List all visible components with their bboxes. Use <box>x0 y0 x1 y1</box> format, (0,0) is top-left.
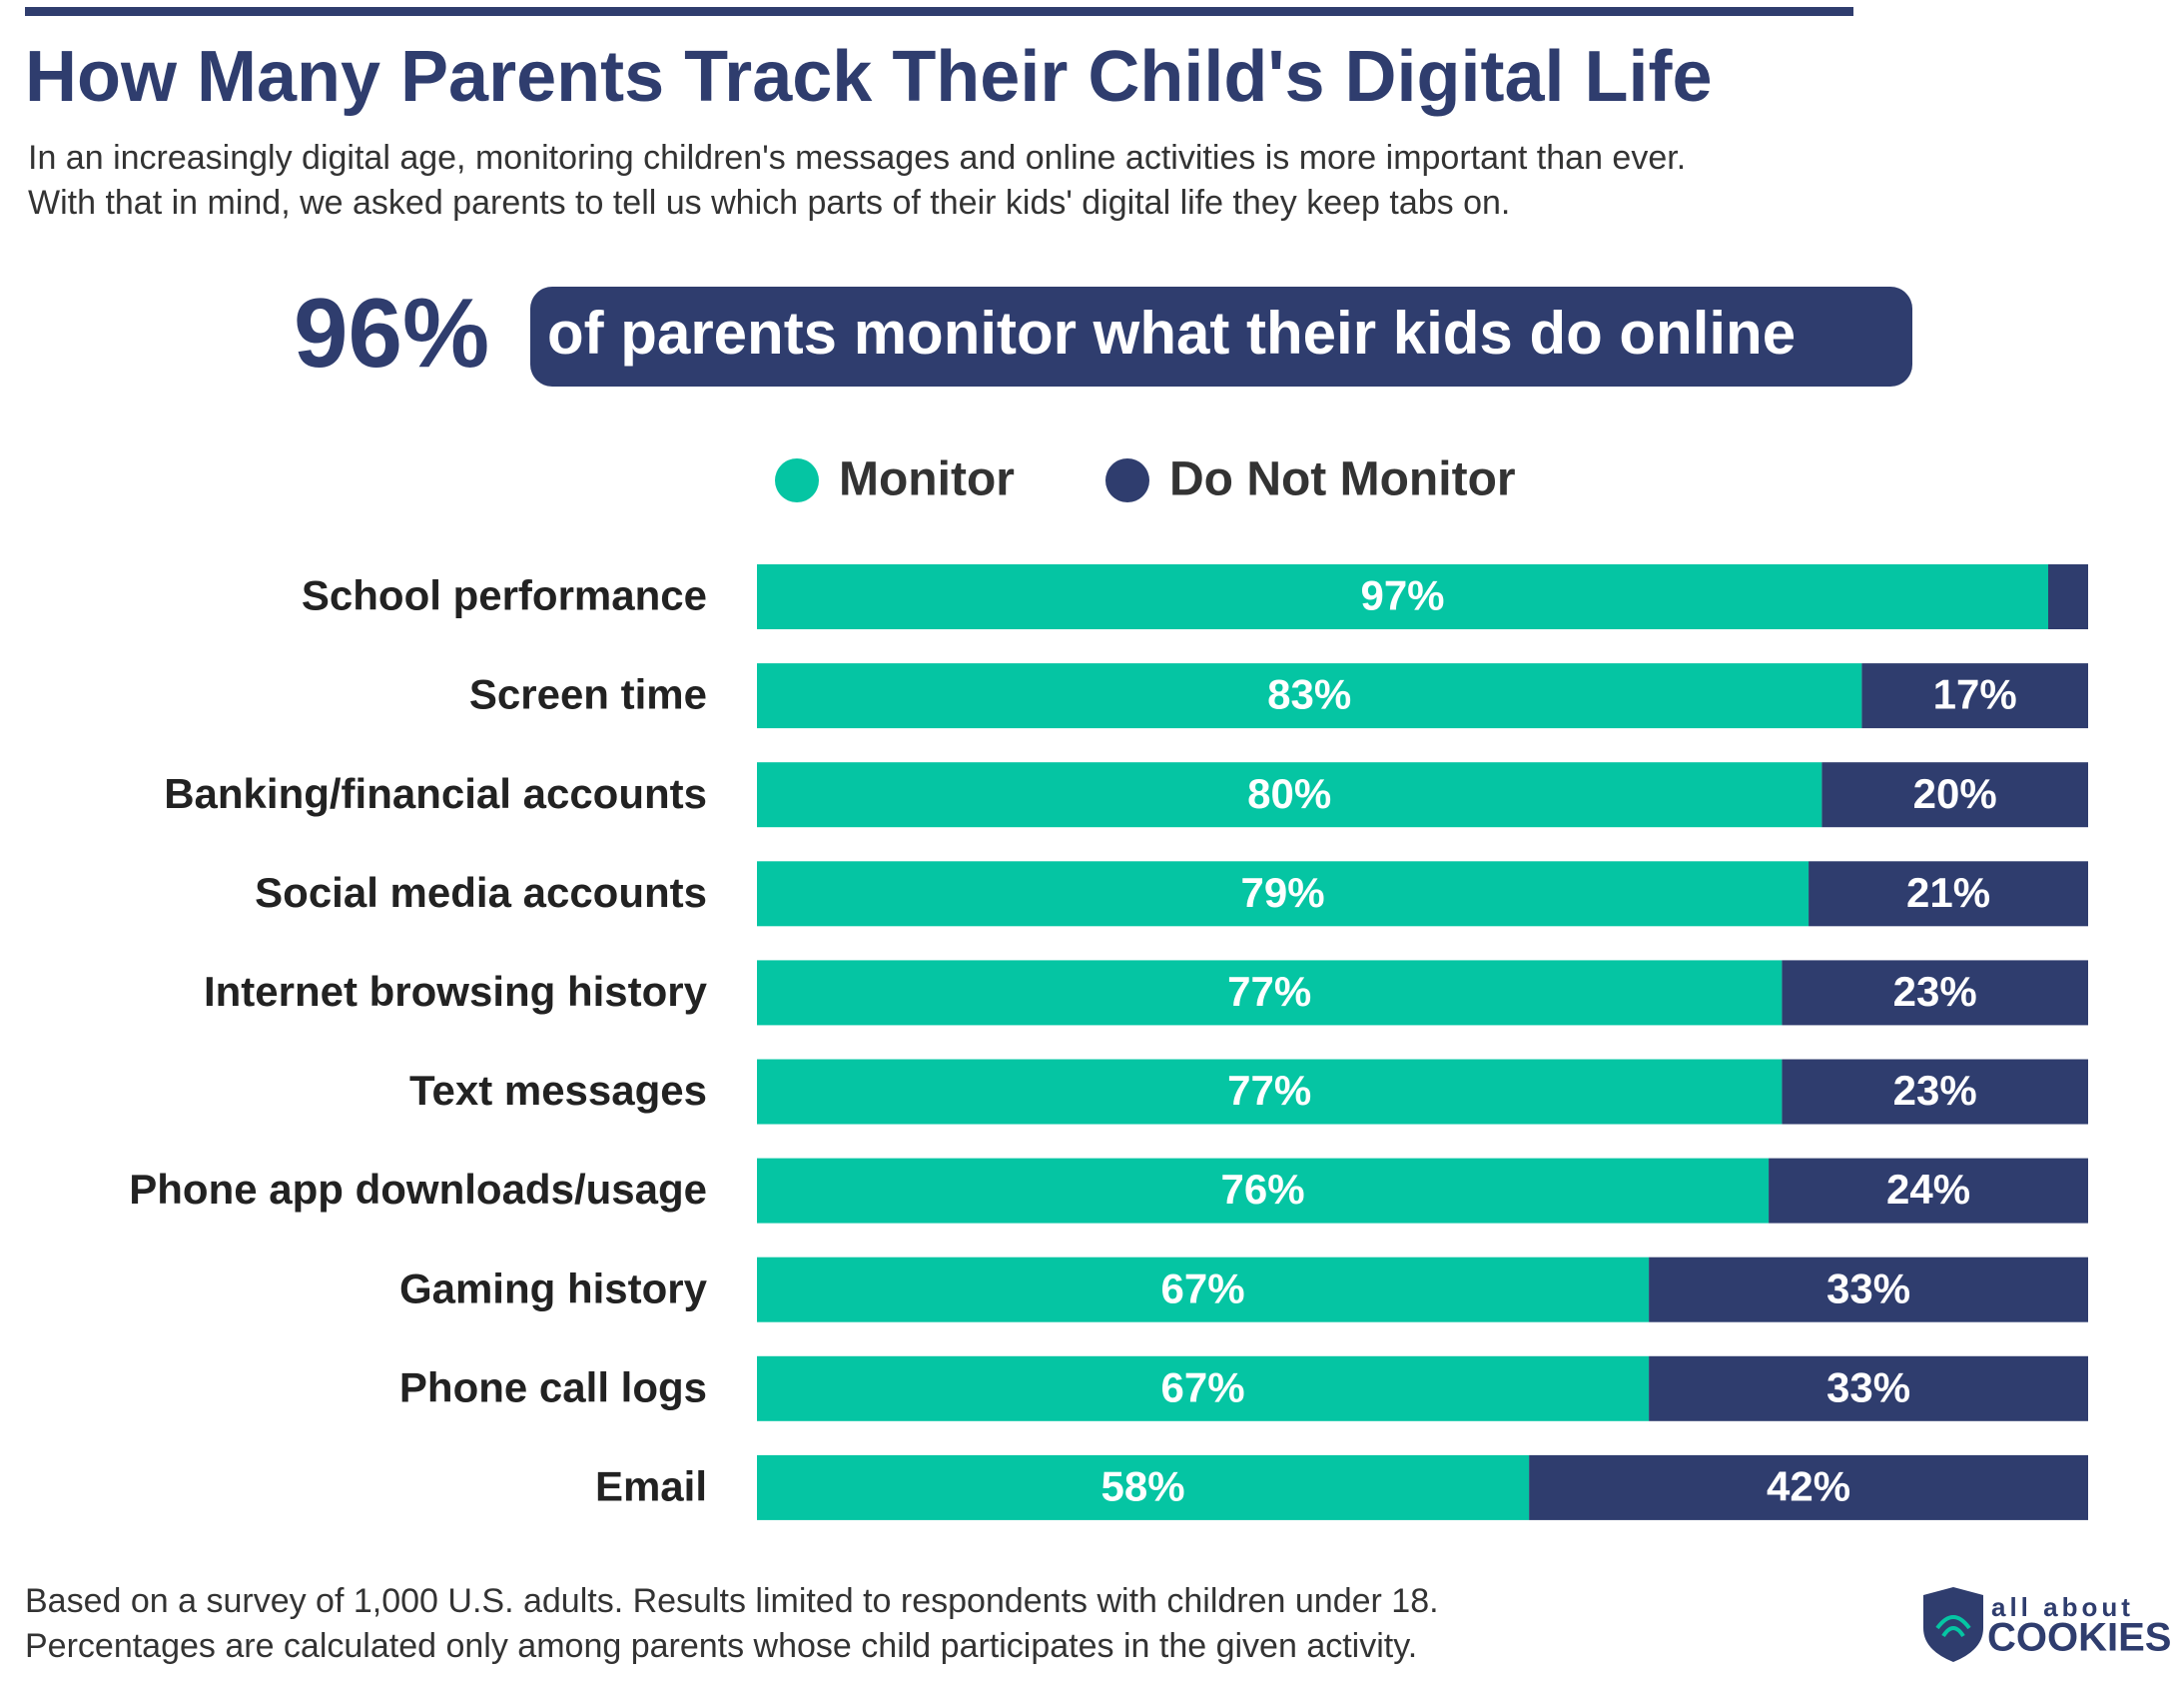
value-label: 77% <box>1227 1067 1311 1114</box>
category-label: Text messages <box>409 1067 707 1114</box>
value-label: 17% <box>1933 671 2017 718</box>
bar-segment <box>757 960 1783 1026</box>
value-label: 77% <box>1227 968 1311 1015</box>
category-label: Internet browsing history <box>204 968 708 1015</box>
logo-shield <box>1923 1587 1983 1662</box>
category-label: Phone call logs <box>399 1363 707 1410</box>
value-label: 24% <box>1886 1166 1970 1213</box>
value-label: 20% <box>1913 770 1997 817</box>
legend-swatch <box>1105 458 1149 502</box>
category-label: Social media accounts <box>255 869 707 916</box>
value-label: 23% <box>1893 1067 1977 1114</box>
bar-segment <box>1782 1059 2088 1125</box>
subtitle: With that in mind, we asked parents to t… <box>28 184 1510 222</box>
logo: all about COOKIES <box>1923 1587 2171 1662</box>
value-label: 42% <box>1767 1462 1850 1509</box>
value-label: 97% <box>1360 572 1444 619</box>
value-label: 33% <box>1826 1363 1910 1410</box>
bar-segment <box>1649 1257 2088 1322</box>
bar-segment <box>1769 1158 2088 1224</box>
bar-segment <box>1529 1454 2088 1520</box>
value-label: 83% <box>1267 671 1351 718</box>
legend-swatch <box>775 458 819 502</box>
bar-segment <box>757 762 1822 828</box>
bar-segment <box>1782 960 2088 1026</box>
chart-title: How Many Parents Track Their Child's Dig… <box>25 37 1713 117</box>
bar-segment <box>757 1257 1650 1322</box>
bar-segment <box>757 663 1862 729</box>
bar-segment <box>757 1158 1770 1224</box>
bar-segment <box>1821 762 2088 828</box>
bar-segment <box>757 1059 1783 1125</box>
subtitle: In an increasingly digital age, monitori… <box>28 139 1686 177</box>
value-label: 67% <box>1161 1363 1245 1410</box>
bar-segment <box>757 564 2049 629</box>
value-label: 80% <box>1247 770 1331 817</box>
legend-label: Do Not Monitor <box>1169 453 1516 506</box>
top-rule <box>25 7 1853 16</box>
category-label: Email <box>595 1462 707 1509</box>
logo-text: COOKIES <box>1987 1616 2171 1660</box>
footnote: Percentages are calculated only among pa… <box>25 1627 1417 1665</box>
bar-segment <box>2048 564 2088 629</box>
logo-mark <box>1935 1615 1971 1638</box>
category-label: Banking/financial accounts <box>164 770 707 817</box>
category-label: Gaming history <box>399 1264 708 1311</box>
category-label: Phone app downloads/usage <box>129 1166 707 1213</box>
highlight-pill <box>530 287 1912 387</box>
value-label: 79% <box>1241 869 1325 916</box>
legend-label: Monitor <box>839 453 1015 506</box>
value-label: 33% <box>1826 1264 1910 1311</box>
bar-segment <box>1809 861 2088 927</box>
footnote: Based on a survey of 1,000 U.S. adults. … <box>25 1582 1439 1620</box>
category-label: School performance <box>302 572 707 619</box>
highlight-figure: 96% <box>294 278 489 388</box>
bar-segment <box>1649 1355 2088 1421</box>
bar-segment <box>757 1355 1650 1421</box>
bar-segment <box>1861 663 2088 729</box>
value-label: 76% <box>1221 1166 1305 1213</box>
bar-segment <box>757 861 1810 927</box>
value-label: 58% <box>1101 1462 1185 1509</box>
bar-segment <box>757 1454 1530 1520</box>
category-label: Screen time <box>469 671 707 718</box>
value-label: 23% <box>1893 968 1977 1015</box>
highlight-text: of parents monitor what their kids do on… <box>547 300 1796 367</box>
logo-text: all about <box>1991 1592 2134 1622</box>
value-label: 21% <box>1906 869 1990 916</box>
value-label: 67% <box>1161 1264 1245 1311</box>
